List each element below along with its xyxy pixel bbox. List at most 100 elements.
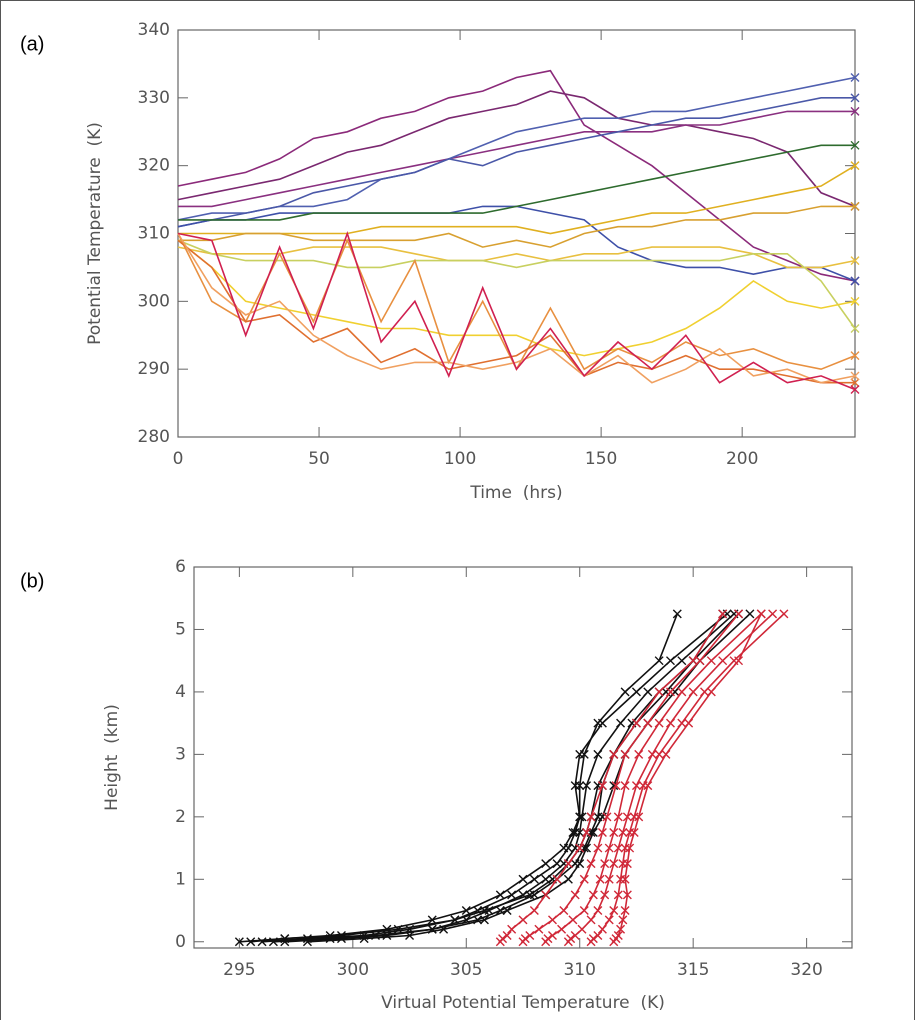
point-marker (618, 827, 628, 837)
point-marker (525, 931, 535, 941)
point-marker (577, 924, 587, 934)
point-marker (234, 937, 244, 947)
point-marker (597, 924, 607, 934)
x-axis-title: Virtual Potential Temperature (K) (381, 993, 665, 1013)
series-line (522, 613, 740, 943)
y-tick-label: 4 (175, 682, 186, 702)
point-marker (461, 906, 471, 916)
point-marker (609, 859, 619, 869)
point-marker (734, 656, 744, 666)
x-tick-label: 100 (444, 449, 476, 469)
point-marker (597, 812, 607, 822)
point-marker (756, 609, 766, 619)
point-marker (654, 656, 664, 666)
point-marker (613, 931, 623, 941)
point-marker (359, 934, 369, 944)
point-marker (541, 890, 551, 900)
x-tick-label: 150 (585, 449, 617, 469)
point-marker (563, 843, 573, 853)
point-marker (518, 874, 528, 884)
x-tick-label: 305 (450, 960, 482, 980)
x-tick-label: 0 (173, 449, 184, 469)
point-marker (575, 827, 585, 837)
series-line (177, 230, 856, 391)
point-marker (620, 906, 630, 916)
point-marker (588, 934, 598, 944)
y-tick-label: 1 (175, 869, 186, 889)
point-marker (529, 906, 539, 916)
point-marker (677, 687, 687, 697)
point-marker (613, 812, 623, 822)
point-marker (661, 749, 671, 759)
point-marker (631, 718, 641, 728)
point-marker (634, 812, 644, 822)
point-marker (622, 859, 632, 869)
point-marker (557, 924, 567, 934)
point-marker (620, 874, 630, 884)
point-marker (602, 812, 612, 822)
point-marker (579, 906, 589, 916)
point-marker (688, 687, 698, 697)
point-marker (502, 906, 512, 916)
x-tick-label: 200 (726, 449, 758, 469)
point-marker (734, 609, 744, 619)
point-marker (582, 781, 592, 791)
point-marker (507, 924, 517, 934)
series-line (177, 69, 856, 282)
y-tick-label: 320 (138, 156, 170, 176)
point-marker (688, 656, 698, 666)
point-marker (850, 106, 860, 116)
point-marker (684, 718, 694, 728)
point-marker (745, 609, 755, 619)
point-marker (604, 915, 614, 925)
x-tick-label: 295 (223, 960, 255, 980)
point-marker (604, 843, 614, 853)
x-tick-label: 50 (308, 449, 330, 469)
point-marker (582, 827, 592, 837)
point-marker (850, 385, 860, 395)
point-marker (613, 890, 623, 900)
point-marker (618, 915, 628, 925)
point-marker (257, 937, 267, 947)
point-marker (643, 687, 653, 697)
point-marker (586, 812, 596, 822)
point-marker (575, 859, 585, 869)
point-marker (570, 781, 580, 791)
point-marker (613, 843, 623, 853)
point-marker (534, 924, 544, 934)
y-tick-label: 280 (138, 427, 170, 447)
point-marker (850, 323, 860, 333)
y-tick-label: 300 (138, 291, 170, 311)
point-marker (604, 874, 614, 884)
point-marker (616, 718, 626, 728)
point-marker (700, 687, 710, 697)
x-axis-title: Time (hrs) (469, 483, 562, 503)
series-line (177, 239, 856, 329)
x-tick-label: 315 (677, 960, 709, 980)
point-marker (382, 931, 392, 941)
y-tick-label: 5 (175, 619, 186, 639)
series-line (250, 613, 679, 943)
point-marker (850, 72, 860, 82)
point-marker (495, 890, 505, 900)
point-marker (609, 827, 619, 837)
series-line (178, 144, 855, 221)
plot-frame (193, 566, 853, 949)
point-marker (631, 687, 641, 697)
point-marker (518, 915, 528, 925)
point-marker (495, 906, 505, 916)
point-marker (520, 934, 530, 944)
series-line (178, 205, 855, 248)
panel-label: (a) (20, 33, 44, 55)
point-marker (479, 915, 489, 925)
y-tick-label: 290 (138, 359, 170, 379)
series-line (273, 613, 724, 943)
x-tick-label: 310 (563, 960, 595, 980)
point-marker (620, 687, 630, 697)
point-marker (541, 859, 551, 869)
point-marker (654, 718, 664, 728)
y-tick-label: 340 (138, 20, 170, 40)
point-marker (582, 843, 592, 853)
